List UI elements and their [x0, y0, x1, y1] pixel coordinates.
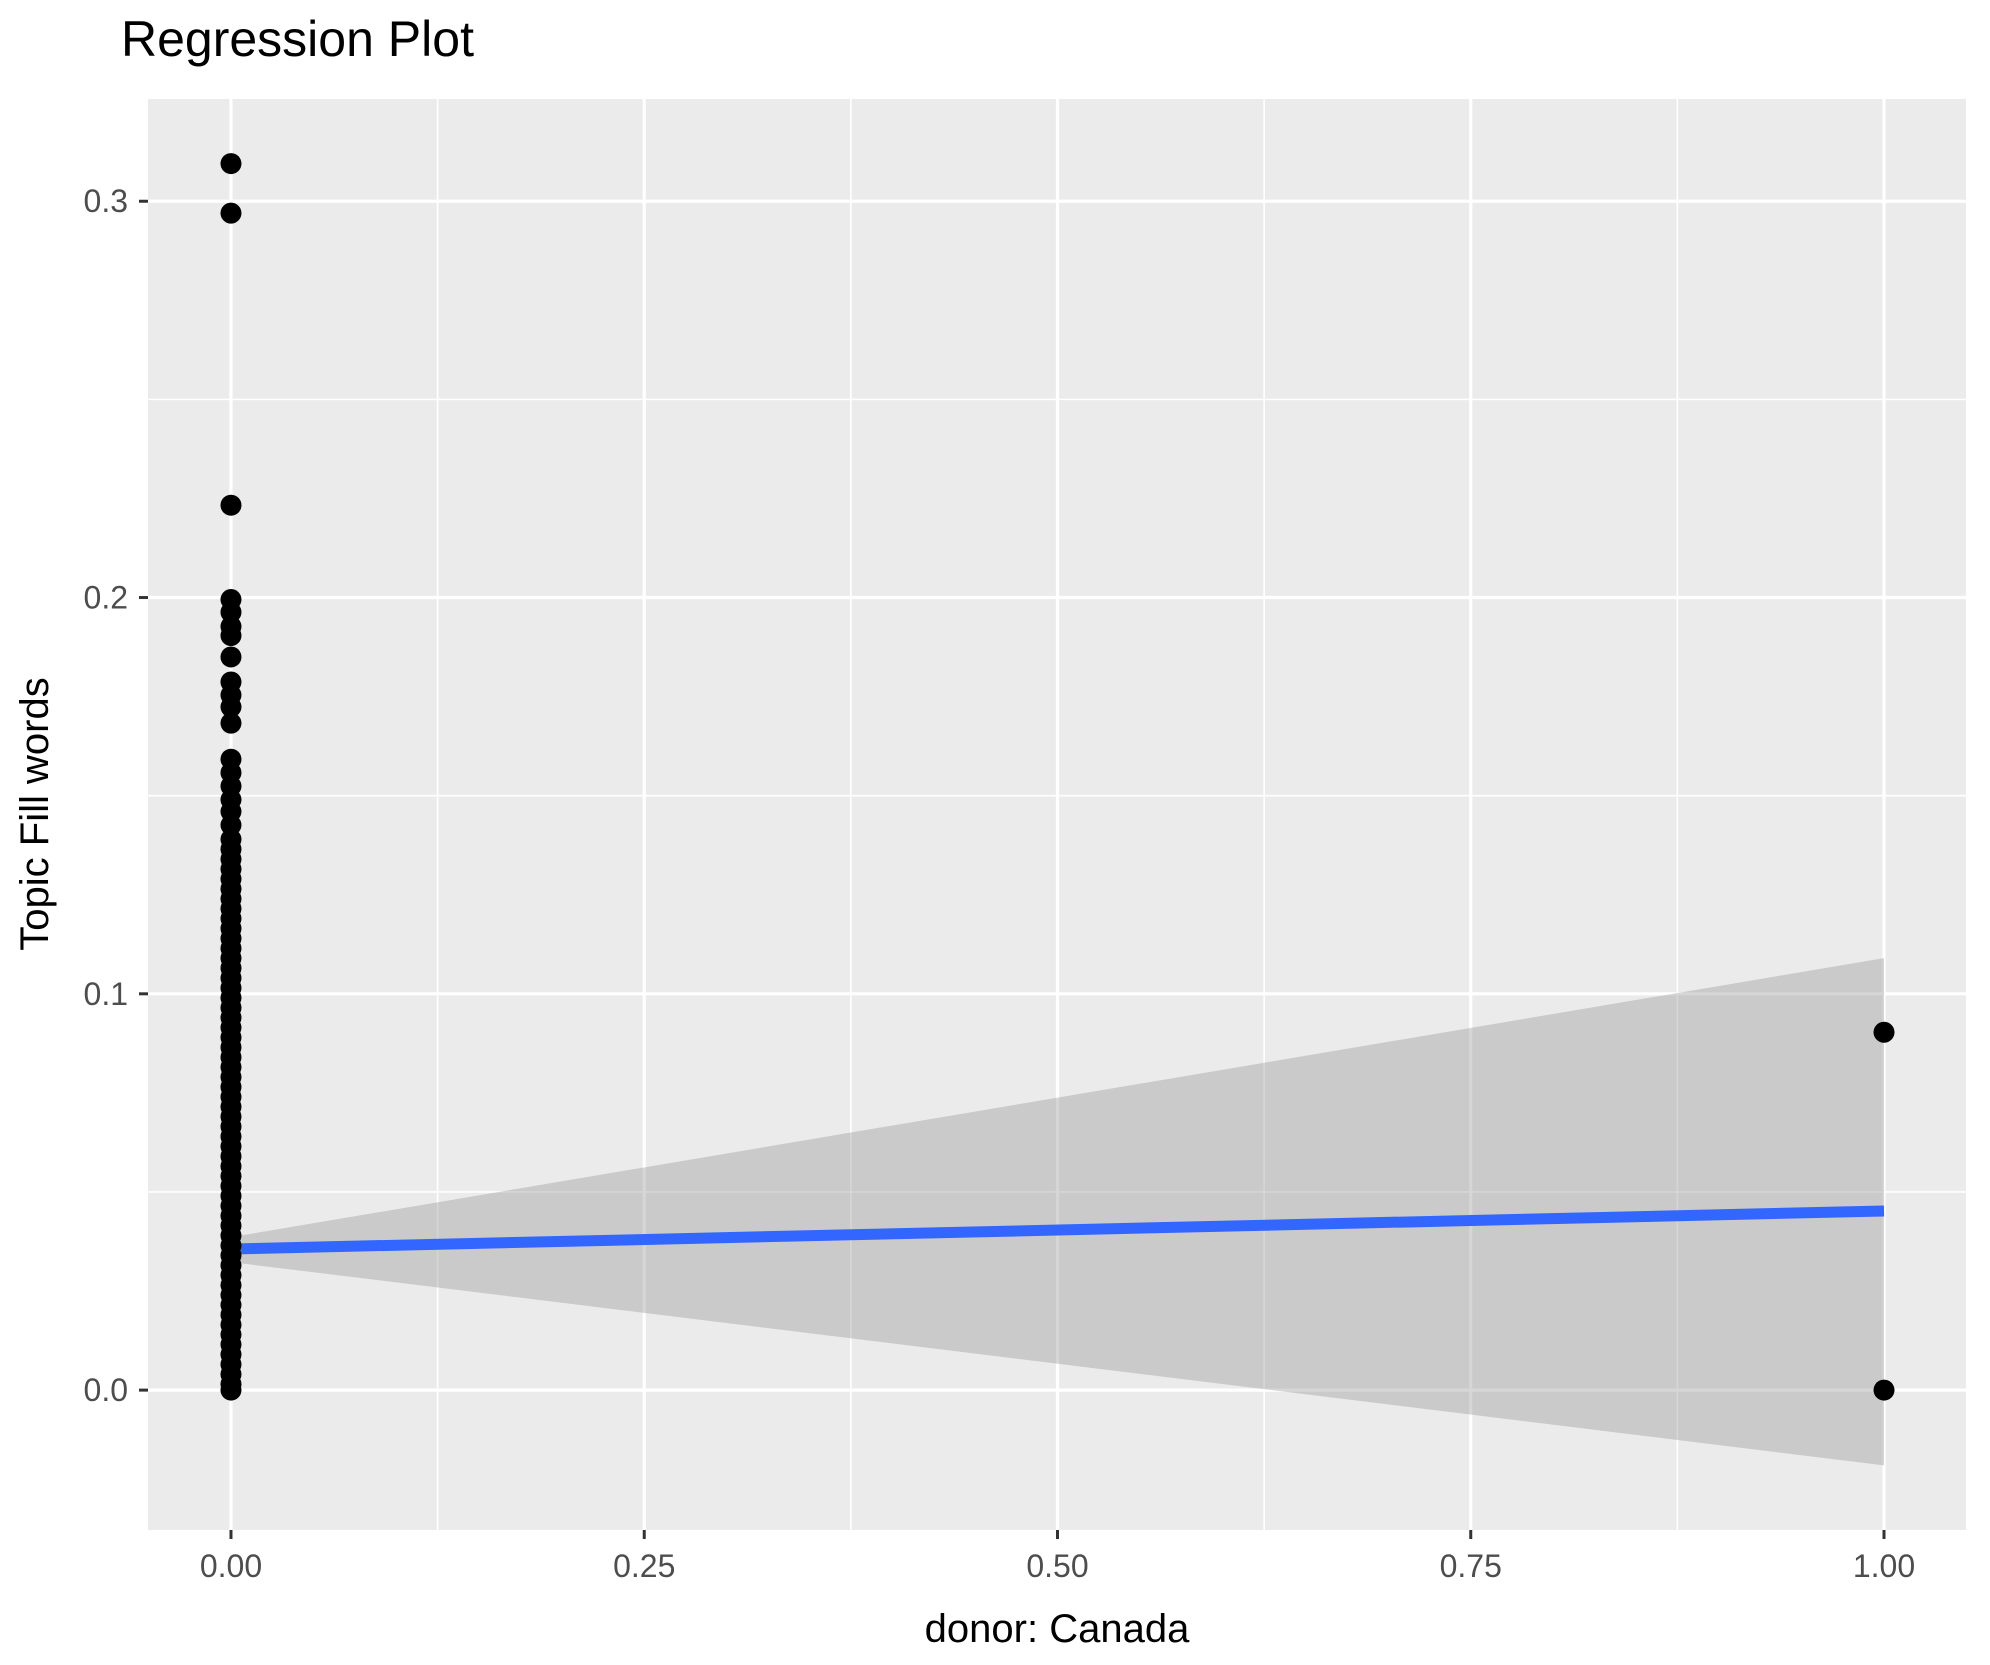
confidence-band [230, 958, 1885, 1466]
y-tick-label: 0.0 [84, 1372, 128, 1408]
data-point [220, 494, 242, 516]
data-point [220, 1379, 242, 1401]
y-tick-label: 0.3 [84, 183, 128, 219]
y-tick-label: 0.2 [84, 580, 128, 616]
plot-title: Regression Plot [121, 11, 474, 67]
axis-layer: 0.00 0.25 0.50 0.75 1.00 0.0 0.1 0.2 0.3 [84, 183, 1916, 1584]
x-axis-title: donor: Canada [925, 1607, 1190, 1651]
y-tick-label: 0.1 [84, 976, 128, 1012]
data-point [220, 625, 242, 647]
data-point [220, 712, 242, 734]
data-point [1873, 1021, 1895, 1043]
x-tick-label: 0.00 [200, 1548, 262, 1584]
geometry-layer [220, 153, 1895, 1466]
x-tick-label: 0.75 [1440, 1548, 1502, 1584]
y-axis-title: Topic Fill words [13, 677, 57, 950]
x-tick-label: 1.00 [1853, 1548, 1915, 1584]
x-tick-label: 0.25 [613, 1548, 675, 1584]
gridline-layer [148, 99, 1966, 1530]
data-point [1873, 1379, 1895, 1401]
data-point [220, 646, 242, 668]
data-point [220, 696, 242, 718]
data-point [220, 153, 242, 175]
regression-line [230, 1205, 1885, 1255]
data-point [220, 202, 242, 224]
x-tick-label: 0.50 [1026, 1548, 1088, 1584]
